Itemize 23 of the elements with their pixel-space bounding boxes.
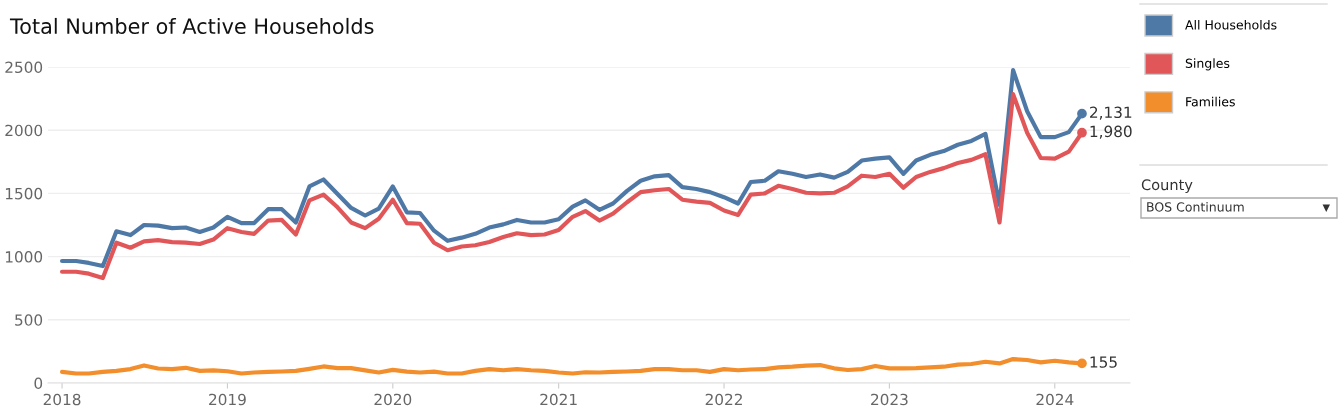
- text: ▼: [1322, 204, 1330, 212]
- y-tick-label: 0: [34, 377, 43, 390]
- y-tick-label: 1500: [5, 187, 43, 200]
- text: County: [1141, 179, 1193, 194]
- legend-label: Singles: [1185, 58, 1230, 71]
- data-label: 155: [1090, 356, 1117, 368]
- x-tick-label: 2020: [374, 393, 412, 406]
- y-tick-label: 1000: [5, 251, 43, 263]
- chart-title: Total Number of Active Households: [9, 17, 374, 35]
- x-tick-label: 2022: [705, 393, 742, 406]
- x-tick-label: 2023: [871, 393, 908, 406]
- legend-label: All Households: [1185, 19, 1277, 30]
- data-label: 2,131: [1090, 106, 1132, 120]
- y-tick-label: 500: [15, 314, 43, 326]
- y-tick-label: 2500: [5, 61, 43, 74]
- data-label: 1,980: [1090, 125, 1132, 139]
- x-tick-label: 2019: [209, 393, 246, 406]
- x-tick-label: 2024: [1036, 393, 1074, 406]
- text: BOS Continuum: [1147, 201, 1244, 212]
- y-tick-label: 2000: [5, 124, 43, 137]
- x-tick-label: 2018: [43, 393, 81, 406]
- legend-label: Families: [1186, 96, 1235, 107]
- x-tick-label: 2021: [540, 393, 577, 406]
